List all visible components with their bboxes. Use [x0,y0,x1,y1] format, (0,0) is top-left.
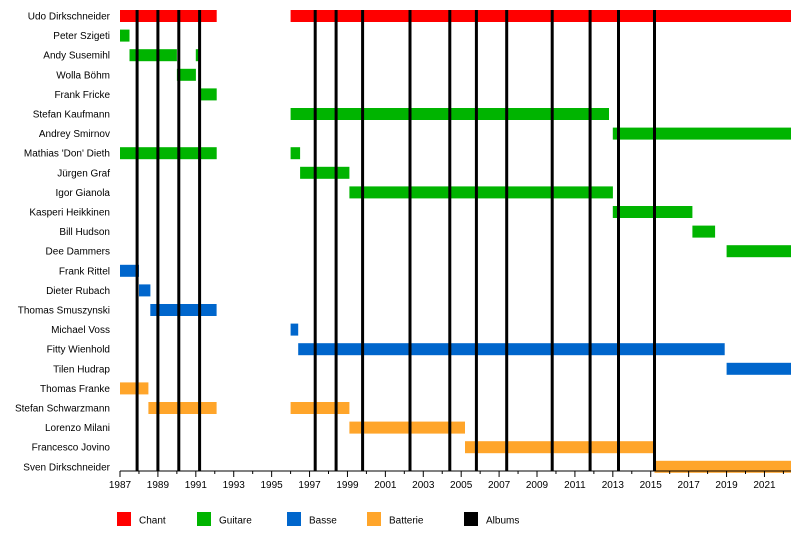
album-line-9 [448,10,452,471]
album-line-2 [156,10,160,471]
member-label-thomas-franke: Thomas Franke [40,384,110,395]
legend-label-guitare: Guitare [219,516,252,527]
legend-label-albums: Albums [486,516,519,527]
bar-thomas-franke-1 [120,382,149,395]
member-label-udo-dirkschneider: Udo Dirkschneider [28,12,111,23]
bar-peter-szigeti-1 [120,29,130,42]
album-line-1 [135,10,139,471]
bar-stefan-schwarzmann-2 [290,402,350,414]
member-label-kasperi-heikkinen: Kasperi Heikkinen [29,208,110,219]
album-line-7 [361,10,365,471]
x-tick-label-1999: 1999 [336,480,359,491]
member-label-wolla-bohm: Wolla Böhm [56,70,110,81]
member-label-francesco-jovino: Francesco Jovino [32,443,111,454]
album-line-12 [550,10,554,471]
bar-andy-susemihl-1 [129,49,177,62]
album-line-15 [653,10,656,471]
legend-label-chant: Chant [139,516,166,527]
album-line-11 [505,10,509,471]
x-axis: 1987 1989 1991 1993 1995 1997 1999 2001 2003 2005… [109,470,791,491]
album-line-4 [198,10,202,471]
x-tick-label-2001: 2001 [374,480,397,491]
member-label-michael-voss: Michael Voss [51,325,110,336]
legend-swatch-basse [287,512,301,526]
album-line-10 [474,10,478,471]
member-label-sven-dirkschneider: Sven Dirkschneider [23,462,110,473]
bar-udo-dirkschneider-1 [120,10,217,22]
bar-lorenzo-milani-1 [349,421,465,434]
bar-mathias-don-dieth-1 [120,147,217,160]
member-labels: Udo Dirkschneider Peter Szigeti Andy Susem… [15,12,111,474]
member-label-jurgen-graf: Jürgen Graf [57,168,110,179]
x-tick-label-2021: 2021 [753,480,776,491]
bar-michael-voss-1 [290,323,299,336]
legend: Chant Guitare Basse Batterie Albums [117,512,519,527]
bar-wolla-bohm-1 [176,68,196,81]
member-label-stefan-schwarzmann: Stefan Schwarzmann [15,404,110,415]
bar-igor-gianola-1 [349,186,613,199]
member-label-andrey-smirnov: Andrey Smirnov [39,129,110,140]
member-label-fitty-wienhold: Fitty Wienhold [47,345,110,356]
bar-jurgen-graf-1 [300,166,350,179]
bar-thomas-smuszynski-1 [150,304,217,316]
member-label-igor-gianola: Igor Gianola [56,188,111,199]
bar-sven-dirkschneider-1 [654,460,791,473]
legend-swatch-guitare [197,512,211,526]
x-tick-label-2013: 2013 [602,480,625,491]
member-label-peter-szigeti: Peter Szigeti [53,31,110,42]
legend-swatch-albums [464,512,478,526]
bar-dee-dammers-1 [726,245,791,258]
x-tick-label-2009: 2009 [526,480,549,491]
bar-francesco-jovino-1 [465,441,655,454]
album-line-13 [588,10,592,471]
x-tick-label-1993: 1993 [223,480,246,491]
member-label-lorenzo-milani: Lorenzo Milani [45,423,110,434]
x-tick-label-1991: 1991 [185,480,208,491]
x-tick-label-1989: 1989 [147,480,170,491]
album-line-6 [334,10,338,471]
bar-andy-susemihl-2 [195,49,200,62]
x-tick-label-1987: 1987 [109,480,132,491]
bar-andrey-smirnov-1 [612,127,791,140]
bar-udo-dirkschneider-2 [290,10,791,22]
album-line-3 [177,10,181,471]
member-label-thomas-smuszynski: Thomas Smuszynski [18,306,110,317]
member-label-dee-dammers: Dee Dammers [46,247,110,258]
x-tick-label-2015: 2015 [640,480,663,491]
legend-label-basse: Basse [309,516,337,527]
x-tick-label-2011: 2011 [564,480,586,491]
bar-mathias-don-dieth-2 [290,147,301,160]
x-tick-label-1997: 1997 [298,480,321,491]
member-label-andy-susemihl: Andy Susemihl [43,51,110,62]
bar-tilen-hudrap-1 [726,362,791,375]
legend-swatch-chant [117,512,131,526]
member-label-dieter-rubach: Dieter Rubach [46,286,110,297]
member-label-frank-fricke: Frank Fricke [54,90,110,101]
member-label-mathias-don-dieth: Mathias 'Don' Dieth [24,149,110,160]
bar-dieter-rubach-1 [139,284,151,297]
album-lines [135,10,656,471]
x-tick-label-2019: 2019 [715,480,738,491]
bar-bill-hudson-1 [692,225,716,238]
x-tick-label-1995: 1995 [261,480,284,491]
member-label-frank-rittel: Frank Rittel [59,266,110,277]
member-label-stefan-kaufmann: Stefan Kaufmann [33,110,110,121]
member-label-bill-hudson: Bill Hudson [59,227,110,238]
bar-kasperi-heikkinen-1 [612,206,693,218]
member-bars [120,10,791,473]
x-tick-label-2005: 2005 [450,480,473,491]
album-line-5 [313,10,317,471]
x-tick-label-2007: 2007 [488,480,511,491]
bar-frank-fricke-1 [199,88,217,101]
legend-label-batterie: Batterie [389,516,424,527]
bar-frank-rittel-1 [120,264,139,277]
x-tick-label-2003: 2003 [412,480,435,491]
album-line-14 [617,10,620,471]
member-label-tilen-hudrap: Tilen Hudrap [53,364,110,375]
x-tick-label-2017: 2017 [678,480,701,491]
album-line-8 [408,10,412,471]
legend-swatch-batterie [367,512,381,526]
